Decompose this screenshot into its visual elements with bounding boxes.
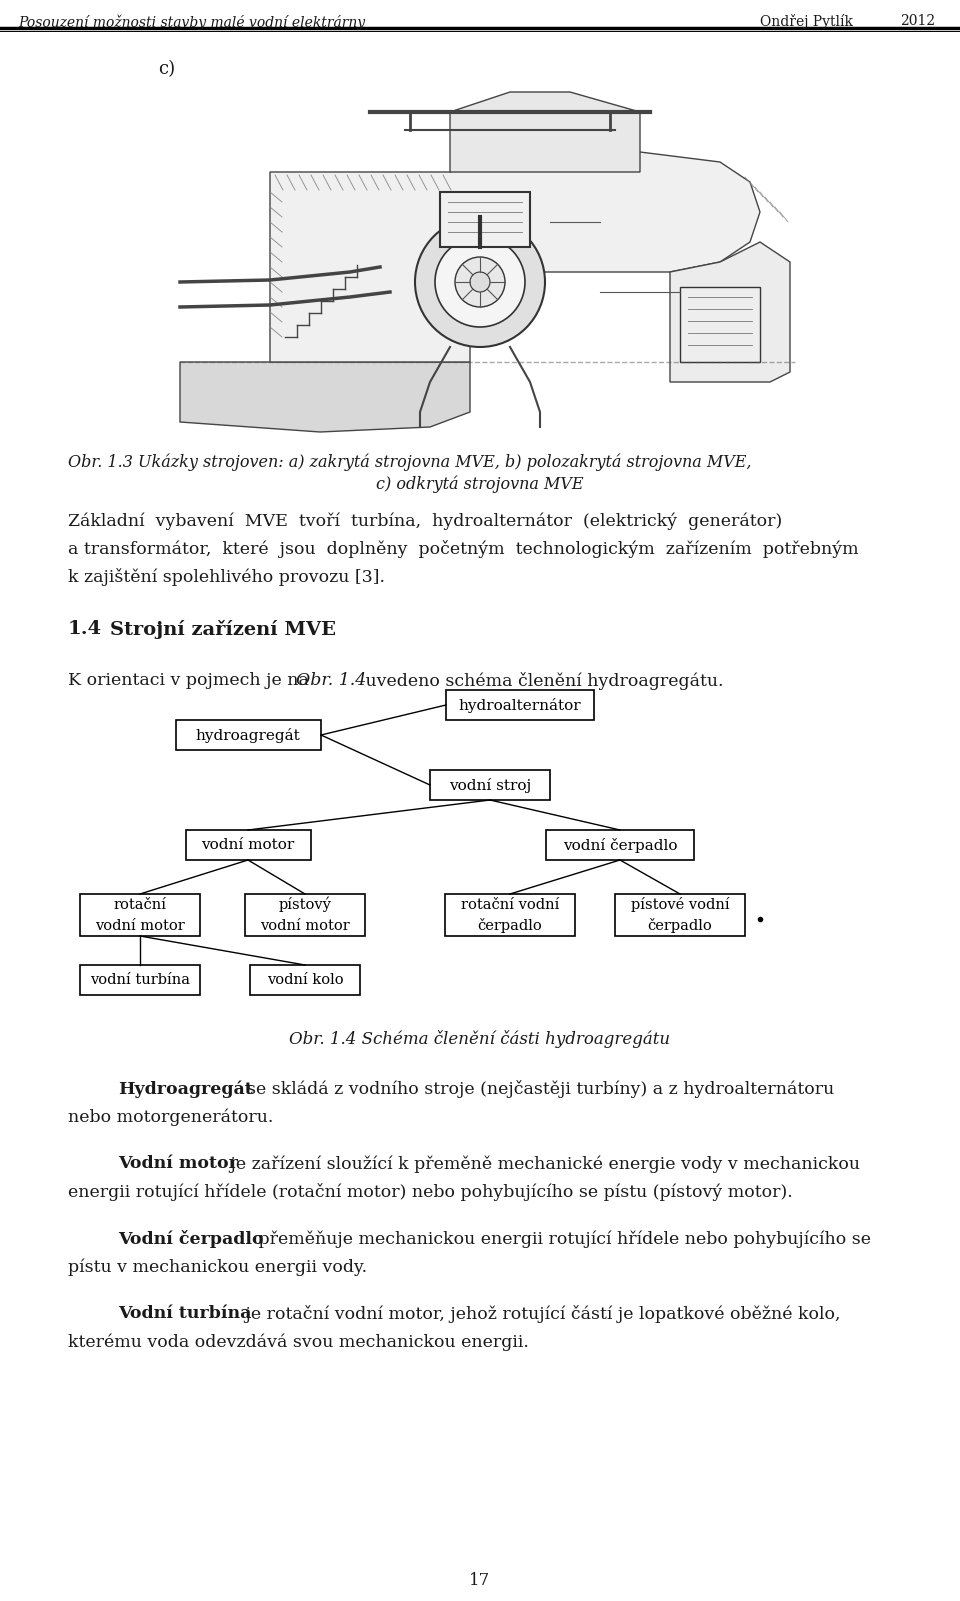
Text: vodní motor: vodní motor [95,919,185,932]
Text: pístový: pístový [278,897,331,913]
Text: pístové vodní: pístové vodní [631,897,730,913]
Text: k zajištění spolehlivého provozu [3].: k zajištění spolehlivého provozu [3]. [68,568,385,586]
Bar [440,192,530,247]
Text: energii rotující hřídele (rotační motor) nebo pohybujícího se pístu (pístový mot: energii rotující hřídele (rotační motor)… [68,1183,793,1201]
Polygon shape [270,152,760,362]
Bar [546,829,694,860]
Text: se skládá z vodního stroje (nejčastěji turbíny) a z hydroalternátoru: se skládá z vodního stroje (nejčastěji t… [236,1081,834,1098]
Text: Ondřej Pytlík: Ondřej Pytlík [760,14,853,29]
Text: Obr. 1.4 Schéma členění části hydroagregátu: Obr. 1.4 Schéma členění části hydroagreg… [289,1029,671,1049]
Circle shape [415,218,545,347]
Text: Vodní turbína: Vodní turbína [118,1305,252,1322]
Circle shape [470,272,490,291]
Text: rotační: rotační [113,898,166,911]
Bar [430,770,550,800]
Text: vodní motor: vodní motor [260,919,349,932]
Circle shape [435,237,525,327]
Text: Vodní motor: Vodní motor [118,1154,238,1172]
Text: 1.4: 1.4 [68,620,102,639]
Text: Hydroagregát: Hydroagregát [118,1081,252,1098]
Polygon shape [180,362,470,432]
Bar [615,893,745,937]
Bar [176,720,321,749]
Text: vodní kolo: vodní kolo [267,973,344,986]
Bar [445,893,575,937]
Polygon shape [450,91,640,171]
Text: uvedeno schéma členění hydroagregátu.: uvedeno schéma členění hydroagregátu. [360,672,724,690]
Bar [446,690,594,720]
Text: čerpadlo: čerpadlo [648,917,712,933]
Text: hydroagregát: hydroagregát [196,727,300,743]
Bar [80,893,200,937]
Bar [185,829,310,860]
Text: Základní  vybavení  MVE  tvoří  turbína,  hydroalternátor  (elektrický  generáto: Základní vybavení MVE tvoří turbína, hyd… [68,512,782,530]
Text: je rotační vodní motor, jehož rotující částí je lopatkové oběžné kolo,: je rotační vodní motor, jehož rotující č… [240,1305,841,1322]
Text: Obr. 1.4: Obr. 1.4 [296,672,367,688]
Bar [80,965,200,994]
Text: vodní motor: vodní motor [202,837,295,852]
Text: Strojní zařízení MVE: Strojní zařízení MVE [110,620,336,639]
Text: čerpadlo: čerpadlo [478,917,542,933]
Text: Vodní čerpadlo: Vodní čerpadlo [118,1230,264,1249]
Text: pístu v mechanickou energii vody.: pístu v mechanickou energii vody. [68,1258,367,1276]
Bar [680,287,760,362]
Text: a transformátor,  které  jsou  doplněny  početným  technologickým  zařízením  po: a transformátor, které jsou doplněny poč… [68,540,858,559]
Text: K orientaci v pojmech je na: K orientaci v pojmech je na [68,672,314,688]
Bar [250,965,360,994]
Circle shape [455,258,505,307]
Text: vodní stroj: vodní stroj [449,778,531,792]
Text: hydroalternátor: hydroalternátor [459,698,582,712]
Text: vodní turbína: vodní turbína [90,973,190,986]
Text: c): c) [158,59,175,78]
Text: 2012: 2012 [900,14,935,27]
Text: nebo motorgenerátoru.: nebo motorgenerátoru. [68,1108,274,1126]
Text: Posouzení možnosti stavby malé vodní elektrárny: Posouzení možnosti stavby malé vodní ele… [18,14,365,29]
Text: c) odkrytá strojovna MVE: c) odkrytá strojovna MVE [376,475,584,493]
Text: kterému voda odevzdává svou mechanickou energii.: kterému voda odevzdává svou mechanickou … [68,1334,529,1351]
Text: přeměňuje mechanickou energii rotující hřídele nebo pohybujícího se: přeměňuje mechanickou energii rotující h… [253,1230,871,1247]
Polygon shape [670,242,790,383]
Bar [245,893,365,937]
Text: je zařízení sloužící k přeměně mechanické energie vody v mechanickou: je zařízení sloužící k přeměně mechanick… [225,1154,860,1172]
Text: 17: 17 [469,1572,491,1590]
Text: rotační vodní: rotační vodní [461,898,559,911]
Text: vodní čerpadlo: vodní čerpadlo [563,837,677,852]
Text: Obr. 1.3 Ukázky strojoven: a) zakrytá strojovna MVE, b) polozakrytá strojovna MV: Obr. 1.3 Ukázky strojoven: a) zakrytá st… [68,453,752,471]
